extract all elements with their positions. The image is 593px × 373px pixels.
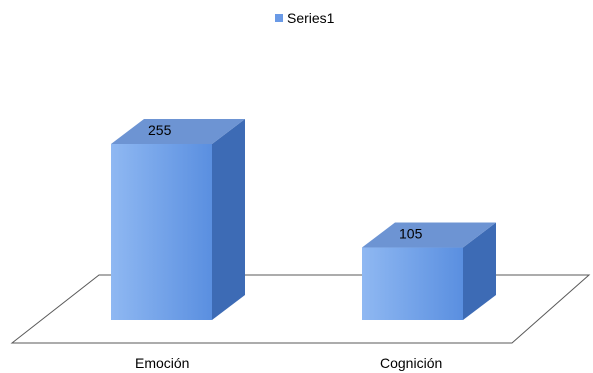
labels-group: 255 Emoción 105 Cognición	[135, 122, 442, 371]
bar-front-face	[111, 144, 212, 320]
legend-label: Series1	[287, 10, 335, 26]
category-label-2: Cognición	[380, 355, 442, 371]
category-label-1: Emoción	[135, 355, 189, 371]
bar-front-face	[362, 247, 463, 320]
legend-marker	[275, 14, 283, 22]
legend: Series1	[275, 10, 335, 26]
chart-floor	[10, 274, 591, 344]
bar-1	[111, 119, 245, 320]
data-label-2: 105	[399, 226, 423, 242]
bar-top-face	[362, 222, 496, 248]
bar-2	[362, 222, 496, 320]
bar-top-face	[111, 119, 245, 144]
bar-side-face	[212, 119, 245, 320]
bars-group	[111, 119, 496, 320]
bar-side-face	[463, 222, 496, 320]
data-label-1: 255	[148, 122, 172, 138]
